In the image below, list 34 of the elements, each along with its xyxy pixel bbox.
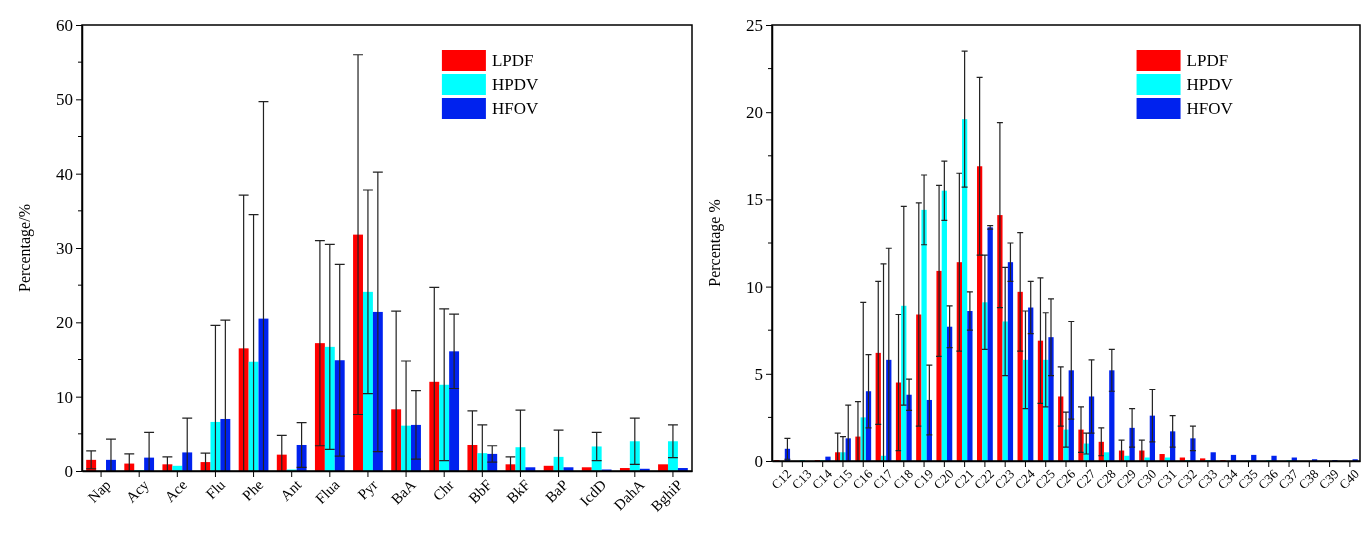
y-tick-label: 20 [746, 103, 763, 123]
y-tick-label: 15 [746, 190, 763, 210]
legend-label: HPDV [491, 75, 539, 94]
x-tick-label: Pyr [354, 476, 381, 503]
legend-label: HPDV [1186, 75, 1234, 94]
y-tick-label: 5 [754, 364, 763, 384]
y-tick-label: 0 [64, 461, 73, 481]
x-tick-label: BkF [503, 476, 534, 507]
legend-label: HFOV [1186, 99, 1234, 118]
y-tick-label: 25 [746, 15, 763, 35]
legend-label: LPDF [491, 51, 534, 70]
x-tick-label: Phe [239, 476, 267, 504]
x-tick-label: Ant [277, 476, 305, 504]
x-tick-label: Chr [429, 476, 457, 504]
legend-label: LPDF [1186, 51, 1229, 70]
y-axis-title: Percentage % [706, 199, 724, 287]
y-tick-label: 40 [56, 164, 73, 184]
x-tick-label: BbF [465, 476, 496, 507]
x-tick-label: Ace [161, 476, 191, 506]
x-tick-label: Flua [312, 476, 343, 507]
y-axis-title: Percentage/% [16, 204, 34, 292]
y-tick-label: 10 [746, 277, 763, 297]
y-tick-label: 20 [56, 313, 73, 333]
x-tick-label: Nap [84, 476, 114, 506]
y-tick-label: 60 [56, 15, 73, 35]
y-tick-label: 0 [754, 451, 763, 471]
y-tick-label: 30 [56, 238, 73, 258]
x-tick-label: BaA [388, 476, 419, 508]
legend-label: HFOV [491, 99, 539, 118]
y-tick-label: 50 [56, 90, 73, 110]
x-tick-label: BaP [542, 476, 572, 506]
x-tick-label: Flu [202, 476, 229, 503]
y-tick-label: 10 [56, 387, 73, 407]
x-tick-label: Acy [122, 476, 153, 506]
